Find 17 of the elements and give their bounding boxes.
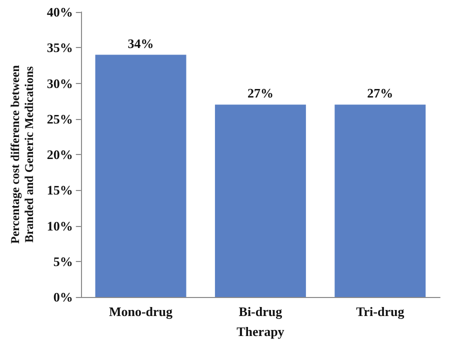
y-tick-label: 10% (46, 218, 73, 234)
y-tick-label: 25% (46, 111, 73, 126)
data-label: 27% (367, 86, 394, 101)
y-axis-title: Percentage cost difference between Branded and Generic Medications (8, 64, 36, 244)
y-tick-label: 30% (46, 76, 73, 91)
y-tick-label: 40% (46, 4, 73, 20)
x-tick-label: Tri-drug (356, 304, 405, 319)
y-tick-label: 5% (53, 254, 73, 269)
y-tick-label: 0% (53, 290, 73, 304)
x-tick-label: Mono-drug (108, 304, 174, 319)
y-tick-label: 15% (46, 182, 73, 198)
data-label: 27% (247, 86, 274, 101)
data-label: 34% (128, 36, 154, 51)
y-tick-label: 35% (46, 40, 73, 56)
y-tick-label: 20% (46, 147, 73, 162)
x-axis-title: Therapy (236, 324, 285, 339)
x-tick-label: Bi-drug (238, 304, 283, 319)
